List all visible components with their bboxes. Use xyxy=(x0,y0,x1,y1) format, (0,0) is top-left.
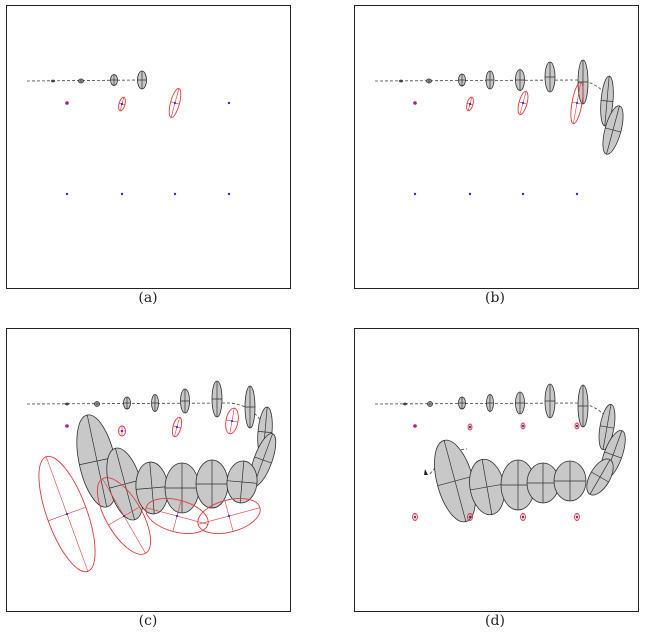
pose-ellipse xyxy=(226,460,258,504)
pose-ellipse xyxy=(78,78,84,84)
landmark-point xyxy=(468,102,472,106)
pose-ellipse xyxy=(403,402,407,406)
pose-ellipse xyxy=(244,385,256,429)
caption-c: (c) xyxy=(138,613,158,629)
landmark-point xyxy=(468,425,472,429)
caption-d: (d) xyxy=(485,613,505,629)
pose-ellipse xyxy=(485,70,495,90)
pose-ellipse xyxy=(515,391,525,415)
landmark-point xyxy=(521,192,525,196)
landmark-point xyxy=(120,429,124,433)
pose-ellipse xyxy=(544,61,556,93)
pose-ellipse xyxy=(180,388,190,414)
pose-ellipse xyxy=(76,414,118,508)
pose-ellipse xyxy=(458,396,466,410)
landmark-point xyxy=(65,192,69,196)
landmark-point xyxy=(120,102,124,106)
landmark-point xyxy=(227,101,231,105)
pose-ellipse xyxy=(65,402,69,406)
pose-ellipse xyxy=(195,459,229,509)
panel-b-plot xyxy=(374,59,624,196)
landmark-point xyxy=(413,101,417,105)
trajectory-line xyxy=(26,402,266,430)
landmark-point xyxy=(521,515,525,519)
robot-marker xyxy=(424,469,428,475)
pose-ellipse xyxy=(586,458,614,496)
landmark-point xyxy=(65,512,69,516)
landmark-point xyxy=(413,192,417,196)
trajectory-line xyxy=(374,79,611,102)
landmark-point xyxy=(173,101,177,105)
pose-ellipse xyxy=(553,460,587,502)
landmark-point xyxy=(575,424,579,428)
pose-ellipse xyxy=(500,459,536,511)
landmark-point xyxy=(413,424,417,428)
pose-ellipse xyxy=(94,401,100,407)
trajectory-line xyxy=(374,402,614,430)
landmark-point xyxy=(230,419,234,423)
panel-b xyxy=(354,5,639,289)
trajectory-line xyxy=(26,79,143,82)
landmark-point xyxy=(173,192,177,196)
landmark-point xyxy=(575,101,579,105)
landmark-point xyxy=(575,192,579,196)
landmark-point xyxy=(413,515,417,519)
landmark-point xyxy=(468,192,472,196)
landmark-point xyxy=(227,192,231,196)
pose-ellipse xyxy=(486,394,494,412)
pose-ellipse xyxy=(577,384,589,428)
pose-ellipse xyxy=(515,69,525,91)
caption-b: (b) xyxy=(485,290,505,306)
landmark-point xyxy=(175,425,179,429)
landmark-point xyxy=(120,192,124,196)
pose-ellipse xyxy=(544,383,556,419)
caption-a: (a) xyxy=(138,290,158,306)
panel-c-plot xyxy=(26,380,277,573)
pose-ellipse xyxy=(151,394,159,412)
pose-ellipse xyxy=(399,79,403,83)
pose-ellipse xyxy=(426,78,432,84)
panel-d xyxy=(354,328,639,612)
pose-ellipse xyxy=(427,401,433,407)
pose-ellipse xyxy=(137,70,147,90)
landmark-point xyxy=(65,424,69,428)
pose-ellipse xyxy=(123,396,131,410)
landmark-point xyxy=(575,515,579,519)
pose-ellipse xyxy=(602,105,624,155)
landmark-point xyxy=(521,101,525,105)
pose-ellipse xyxy=(51,79,55,83)
landmark-point xyxy=(468,515,472,519)
pose-ellipse xyxy=(458,73,466,87)
pose-ellipse xyxy=(469,458,505,516)
landmark-point xyxy=(521,424,525,428)
panel-a xyxy=(6,5,291,289)
panel-d-plot xyxy=(374,383,626,523)
pose-ellipse xyxy=(110,74,118,86)
panel-a-plot xyxy=(26,70,231,196)
landmark-point xyxy=(122,514,126,518)
panel-c xyxy=(6,328,291,612)
landmark-point xyxy=(227,514,231,518)
pose-ellipse xyxy=(577,59,589,105)
pose-ellipse xyxy=(211,380,223,418)
pose-ellipse xyxy=(164,462,200,514)
landmark-point xyxy=(175,514,179,518)
landmark-point xyxy=(65,101,69,105)
